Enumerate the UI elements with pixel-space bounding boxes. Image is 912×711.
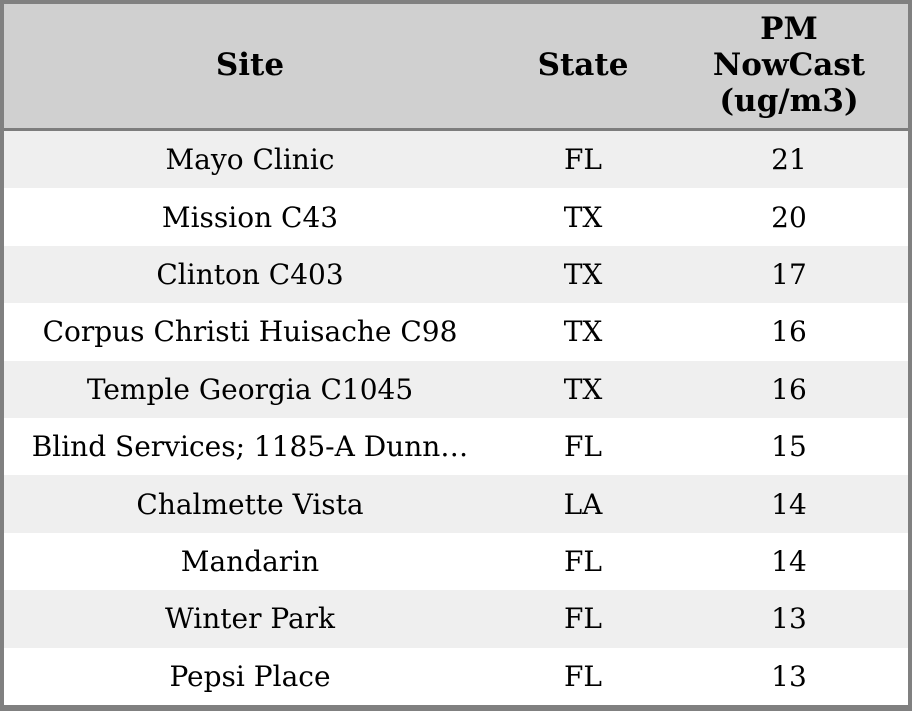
site-cell: Temple Georgia C1045 — [86, 372, 414, 406]
pm-value-cell: 16 — [771, 372, 807, 406]
pm-value-cell: 17 — [771, 258, 807, 292]
table-row: Mandarin FL 14 — [4, 532, 908, 591]
state-cell: FL — [563, 659, 603, 693]
site-cell: Clinton C403 — [156, 258, 344, 292]
pm-value-cell: 14 — [771, 545, 807, 579]
site-cell: Blind Services; 1185-A Dunn… — [31, 430, 469, 464]
state-cell: TX — [563, 315, 603, 349]
state-cell: FL — [563, 143, 603, 177]
pm-value-cell: 14 — [771, 487, 807, 521]
pm-value-cell: 20 — [771, 200, 807, 234]
table-body: Mayo Clinic FL 21 Mission C43 TX 20 Clin… — [4, 131, 908, 705]
site-cell: Mandarin — [180, 545, 320, 579]
table-row: Corpus Christi Huisache C98 TX 16 — [4, 303, 908, 361]
state-cell: TX — [563, 258, 603, 292]
table-row: Clinton C403 TX 17 — [4, 245, 908, 304]
table-row: Blind Services; 1185-A Dunn… FL 15 — [4, 418, 908, 476]
site-cell: Mission C43 — [161, 200, 339, 234]
table-row: Chalmette Vista LA 14 — [4, 475, 908, 533]
table-row: Winter Park FL 13 — [4, 590, 908, 648]
site-cell: Winter Park — [164, 602, 335, 636]
column-header-pm-nowcast: PM NowCast (ug/m3) — [712, 11, 866, 119]
state-cell: LA — [563, 487, 603, 521]
state-cell: TX — [563, 372, 603, 406]
state-cell: FL — [563, 545, 603, 579]
state-cell: FL — [563, 602, 603, 636]
pm-value-cell: 16 — [771, 315, 807, 349]
site-cell: Mayo Clinic — [165, 143, 335, 177]
table-header-row: Site State PM NowCast (ug/m3) — [4, 4, 908, 131]
column-header-site: Site — [215, 47, 285, 84]
pm-value-cell: 13 — [771, 602, 807, 636]
table-row: Mission C43 TX 20 — [4, 188, 908, 246]
table-row: Temple Georgia C1045 TX 16 — [4, 360, 908, 419]
pm-value-cell: 15 — [771, 430, 807, 464]
column-header-state: State — [537, 47, 629, 84]
table-row: Pepsi Place FL 13 — [4, 647, 908, 705]
pm-value-cell: 21 — [771, 143, 807, 177]
state-cell: FL — [563, 430, 603, 464]
site-cell: Corpus Christi Huisache C98 — [42, 315, 458, 349]
table-row: Mayo Clinic FL 21 — [4, 131, 908, 189]
site-cell: Chalmette Vista — [136, 487, 364, 521]
site-cell: Pepsi Place — [169, 659, 331, 693]
state-cell: TX — [563, 200, 603, 234]
pm-value-cell: 13 — [771, 659, 807, 693]
